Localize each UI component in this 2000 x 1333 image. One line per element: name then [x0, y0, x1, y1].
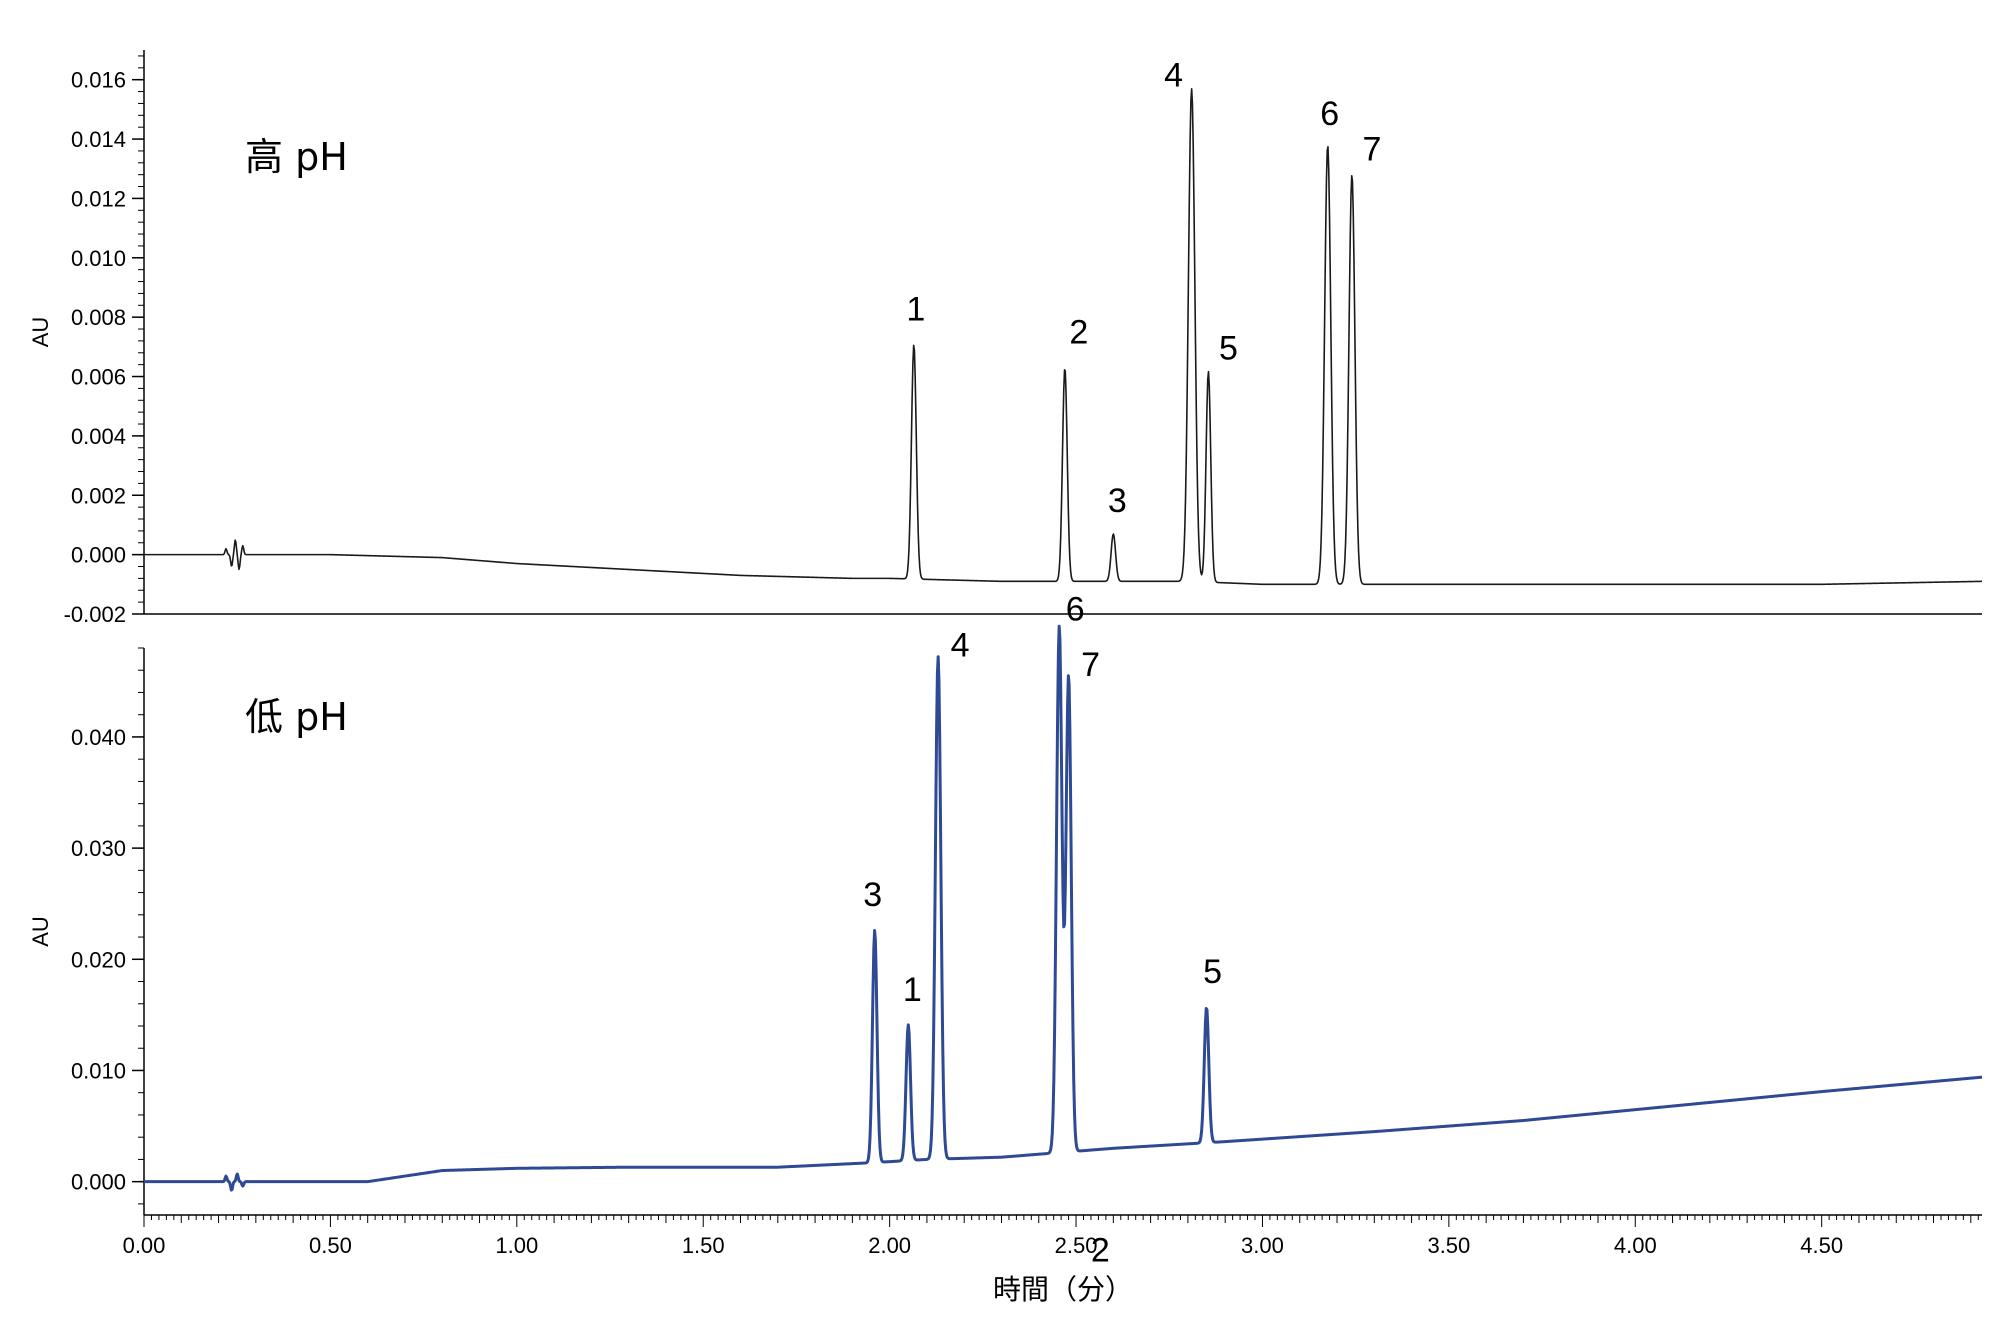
x-tick-label: 1.50: [682, 1233, 725, 1258]
peak-label-6: 6: [1066, 591, 1085, 629]
y-tick-label: 0.000: [71, 543, 126, 568]
trace-line-high-ph: [143, 87, 1983, 586]
y-tick-label: 0.020: [71, 947, 126, 972]
peak-label-2: 2: [1069, 314, 1088, 352]
trace-line-low-ph: [143, 624, 1983, 1192]
x-tick-label: 2.50: [1055, 1233, 1098, 1258]
peak-label-3: 3: [1108, 482, 1127, 520]
peak-label-3: 3: [863, 876, 882, 914]
y-tick-label: 0.014: [71, 127, 126, 152]
y-tick-label: 0.012: [71, 186, 126, 211]
y-axis-label: AU: [28, 317, 53, 348]
y-tick-label: 0.004: [71, 424, 126, 449]
y-tick-label: 0.030: [71, 836, 126, 861]
x-tick-label: 4.00: [1614, 1233, 1657, 1258]
y-tick-label: 0.006: [71, 365, 126, 390]
peak-label-5: 5: [1203, 953, 1222, 991]
y-tick-label: 0.040: [71, 725, 126, 750]
peak-label-1: 1: [906, 291, 925, 329]
peak-label-2: 2: [1091, 1232, 1110, 1270]
y-axis-label: AU: [28, 916, 53, 947]
y-tick-label: 0.016: [71, 68, 126, 93]
peak-label-7: 7: [1081, 646, 1100, 684]
x-tick-label: 3.00: [1241, 1233, 1284, 1258]
y-tick-label: 0.010: [71, 246, 126, 271]
y-tick-label: 0.000: [71, 1170, 126, 1195]
x-tick-label: 4.50: [1800, 1233, 1843, 1258]
panel-label: 高 pH: [245, 135, 348, 179]
x-axis-label: 時間（分）: [993, 1273, 1133, 1306]
peak-label-1: 1: [903, 971, 922, 1009]
x-tick-label: 3.50: [1427, 1233, 1470, 1258]
y-tick-label: 0.008: [71, 305, 126, 330]
x-tick-label: 0.00: [123, 1233, 166, 1258]
peak-label-4: 4: [951, 627, 970, 665]
y-tick-label: 0.002: [71, 483, 126, 508]
x-tick-label: 2.00: [868, 1233, 911, 1258]
x-tick-label: 0.50: [309, 1233, 352, 1258]
peak-label-5: 5: [1219, 329, 1238, 367]
x-tick-label: 1.00: [495, 1233, 538, 1258]
y-tick-label: 0.010: [71, 1058, 126, 1083]
peak-label-7: 7: [1362, 131, 1381, 169]
panel-label: 低 pH: [245, 695, 348, 739]
peak-label-4: 4: [1164, 57, 1183, 95]
y-tick-label: -0.002: [64, 602, 126, 627]
peak-label-6: 6: [1320, 95, 1339, 133]
